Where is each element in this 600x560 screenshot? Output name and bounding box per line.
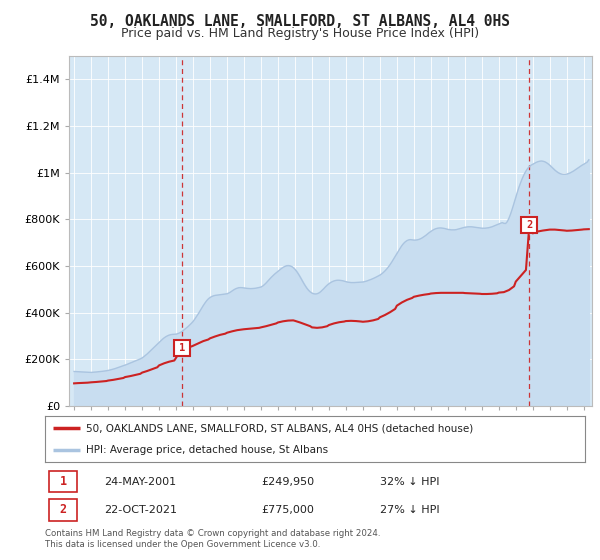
Text: 24-MAY-2001: 24-MAY-2001: [104, 477, 176, 487]
Text: 27% ↓ HPI: 27% ↓ HPI: [380, 505, 439, 515]
Text: 1: 1: [179, 343, 185, 353]
Text: 22-OCT-2021: 22-OCT-2021: [104, 505, 178, 515]
Text: Contains HM Land Registry data © Crown copyright and database right 2024.
This d: Contains HM Land Registry data © Crown c…: [45, 529, 380, 549]
Text: Price paid vs. HM Land Registry's House Price Index (HPI): Price paid vs. HM Land Registry's House …: [121, 27, 479, 40]
Text: 50, OAKLANDS LANE, SMALLFORD, ST ALBANS, AL4 0HS (detached house): 50, OAKLANDS LANE, SMALLFORD, ST ALBANS,…: [86, 423, 473, 433]
Text: £775,000: £775,000: [261, 505, 314, 515]
FancyBboxPatch shape: [49, 500, 77, 521]
Text: £249,950: £249,950: [261, 477, 314, 487]
Text: 2: 2: [526, 220, 532, 230]
Text: 50, OAKLANDS LANE, SMALLFORD, ST ALBANS, AL4 0HS: 50, OAKLANDS LANE, SMALLFORD, ST ALBANS,…: [90, 14, 510, 29]
Text: HPI: Average price, detached house, St Albans: HPI: Average price, detached house, St A…: [86, 445, 328, 455]
Text: 1: 1: [60, 475, 67, 488]
FancyBboxPatch shape: [49, 471, 77, 492]
Text: 32% ↓ HPI: 32% ↓ HPI: [380, 477, 439, 487]
Text: 2: 2: [60, 503, 67, 516]
